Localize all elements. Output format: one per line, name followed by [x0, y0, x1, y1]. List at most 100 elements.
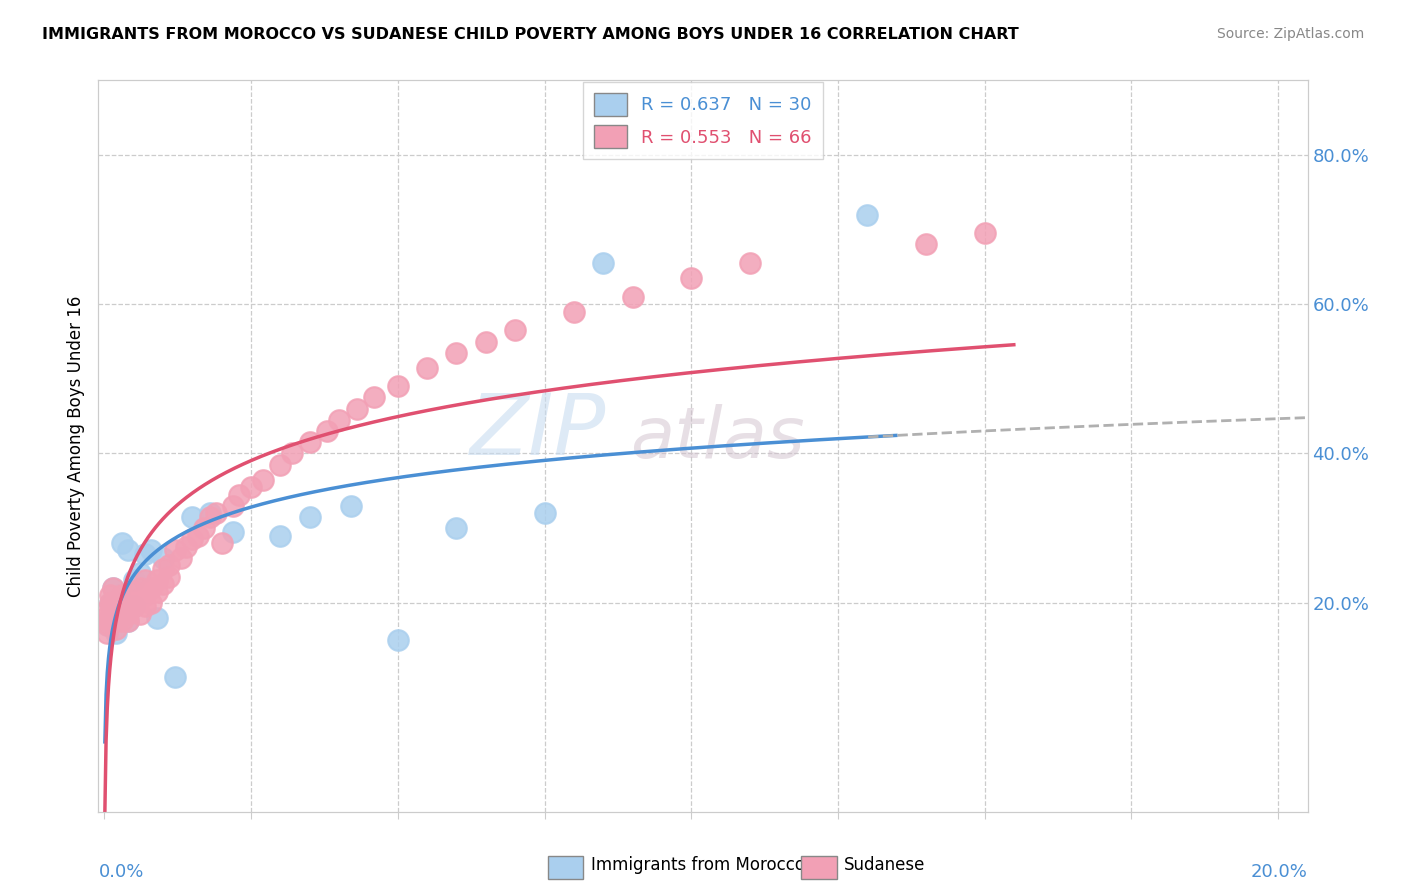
Point — [416, 360, 439, 375]
Point — [316, 424, 339, 438]
Point — [146, 574, 169, 588]
Y-axis label: Child Poverty Among Boys Under 16: Child Poverty Among Boys Under 16 — [66, 295, 84, 597]
Point — [157, 569, 180, 583]
Point — [128, 592, 150, 607]
Point — [128, 581, 150, 595]
Point — [98, 596, 121, 610]
Point — [122, 599, 145, 614]
Point — [681, 271, 703, 285]
Text: Sudanese: Sudanese — [844, 856, 925, 874]
Point — [446, 345, 468, 359]
Point — [96, 603, 118, 617]
Point — [446, 521, 468, 535]
Point — [117, 596, 139, 610]
Text: Source: ZipAtlas.com: Source: ZipAtlas.com — [1216, 27, 1364, 41]
Point — [96, 625, 118, 640]
Point — [363, 391, 385, 405]
Point — [117, 543, 139, 558]
Point — [134, 599, 156, 614]
Point — [141, 581, 163, 595]
Point — [108, 588, 131, 602]
Point — [222, 499, 245, 513]
Text: 0.0%: 0.0% — [98, 863, 143, 881]
Point — [198, 506, 221, 520]
Point — [111, 615, 134, 629]
Point — [915, 237, 938, 252]
Point — [122, 574, 145, 588]
Point — [97, 618, 120, 632]
Text: ZIP: ZIP — [470, 390, 606, 473]
Point — [98, 588, 121, 602]
Point — [146, 610, 169, 624]
Point — [240, 480, 263, 494]
Point — [98, 610, 121, 624]
Point — [134, 588, 156, 602]
Point — [592, 256, 614, 270]
Point — [856, 208, 879, 222]
Text: atlas: atlas — [630, 404, 806, 473]
Point — [134, 547, 156, 561]
Point — [621, 290, 644, 304]
Text: Immigrants from Morocco: Immigrants from Morocco — [591, 856, 804, 874]
Point — [475, 334, 498, 349]
Point — [141, 596, 163, 610]
Point — [328, 413, 350, 427]
Point — [152, 562, 174, 576]
Point — [169, 551, 191, 566]
Text: IMMIGRANTS FROM MOROCCO VS SUDANESE CHILD POVERTY AMONG BOYS UNDER 16 CORRELATIO: IMMIGRANTS FROM MOROCCO VS SUDANESE CHIL… — [42, 27, 1019, 42]
Point — [134, 574, 156, 588]
Point — [346, 401, 368, 416]
Point — [562, 304, 585, 318]
Point — [105, 603, 128, 617]
Point — [141, 543, 163, 558]
Point — [269, 528, 291, 542]
Point — [94, 610, 117, 624]
Point — [387, 379, 409, 393]
Point — [111, 607, 134, 621]
Text: 20.0%: 20.0% — [1251, 863, 1308, 881]
Point — [211, 536, 233, 550]
Point — [533, 506, 555, 520]
Point — [108, 596, 131, 610]
Point — [101, 581, 124, 595]
Point — [387, 633, 409, 648]
Point — [187, 528, 209, 542]
Point — [269, 458, 291, 472]
Point — [111, 588, 134, 602]
Point — [973, 227, 995, 241]
Point — [298, 509, 321, 524]
Point — [101, 599, 124, 614]
Point — [157, 558, 180, 573]
Point — [146, 584, 169, 599]
Point — [122, 599, 145, 614]
Point — [152, 577, 174, 591]
Point — [298, 435, 321, 450]
Point — [105, 622, 128, 636]
Point — [503, 323, 526, 337]
Point — [163, 670, 186, 684]
Point — [281, 446, 304, 460]
Legend: R = 0.637   N = 30, R = 0.553   N = 66: R = 0.637 N = 30, R = 0.553 N = 66 — [583, 82, 823, 159]
Point — [163, 543, 186, 558]
Point — [101, 581, 124, 595]
Point — [117, 615, 139, 629]
Point — [105, 603, 128, 617]
Point — [128, 607, 150, 621]
Point — [738, 256, 761, 270]
Point — [111, 603, 134, 617]
Point — [105, 607, 128, 621]
Point — [128, 566, 150, 580]
Point — [117, 607, 139, 621]
Point — [198, 509, 221, 524]
Point — [181, 533, 204, 547]
Point — [96, 618, 118, 632]
Point — [204, 506, 226, 520]
Point — [181, 509, 204, 524]
Point — [122, 584, 145, 599]
Point — [340, 499, 363, 513]
Point — [117, 615, 139, 629]
Point — [98, 596, 121, 610]
Point — [222, 524, 245, 539]
Point — [176, 540, 198, 554]
Point — [111, 536, 134, 550]
